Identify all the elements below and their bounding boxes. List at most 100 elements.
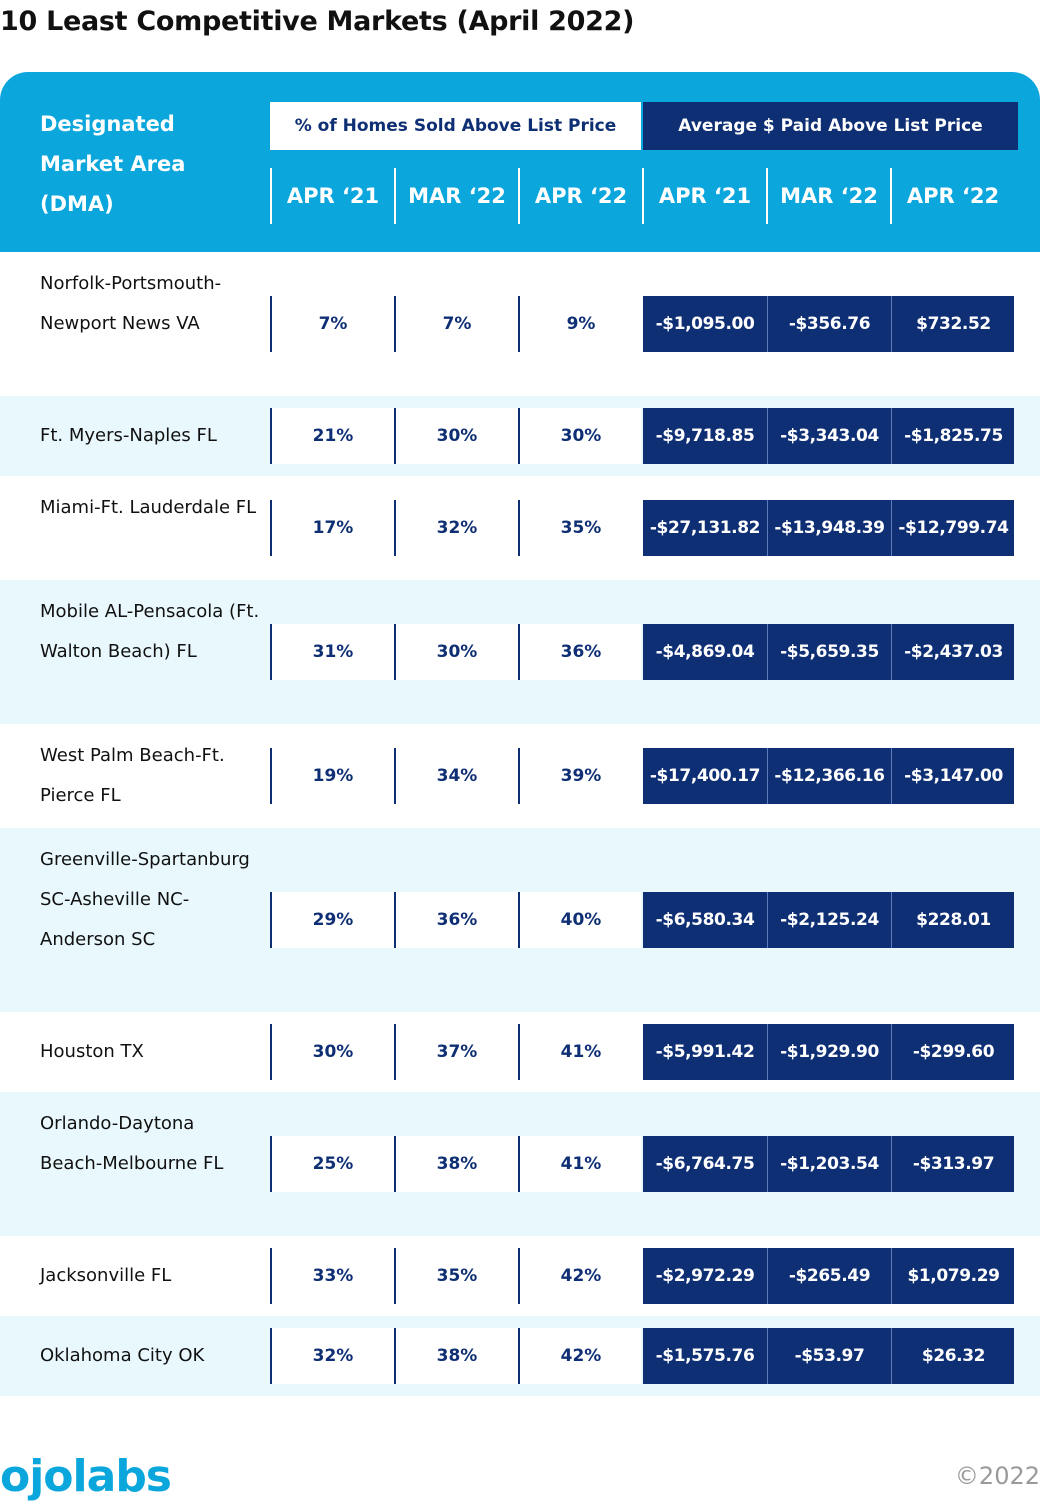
pct-cell: 7%: [270, 296, 394, 352]
pct-cell: 38%: [394, 1328, 518, 1384]
copyright-text: ©2022: [954, 1462, 1040, 1490]
pct-cell: 30%: [394, 624, 518, 680]
pct-cell: 9%: [518, 296, 642, 352]
avg-paid-cell: -$3,147.00: [891, 748, 1015, 804]
pct-cell: 29%: [270, 892, 394, 948]
avg-paid-cell: -$12,799.74: [891, 500, 1015, 556]
ojolabs-logo: ojolabs: [0, 1451, 172, 1502]
table-row: Oklahoma City OK 32% 38% 42% -$1,575.76 -$53.…: [0, 1316, 1040, 1396]
pct-cell: 35%: [394, 1248, 518, 1304]
table-row: Greenville-Spartanburg SC-Asheville NC-A…: [0, 828, 1040, 1012]
pct-sold-above-cells: 7% 7% 9%: [270, 296, 641, 352]
group-header-avg-paid-above: Average $ Paid Above List Price: [643, 102, 1018, 150]
dma-column-header: Designated Market Area (DMA): [40, 112, 186, 216]
pct-cell: 32%: [394, 500, 518, 556]
table-row: Mobile AL-Pensacola (Ft. Walton Beach) F…: [0, 580, 1040, 724]
avg-paid-cell: -$2,972.29: [655, 1266, 755, 1286]
pct-sold-above-cells: 19% 34% 39%: [270, 748, 641, 804]
pct-sold-above-cells: 31% 30% 36%: [270, 624, 641, 680]
dma-name: Orlando-Daytona Beach-Melbourne FL: [40, 1113, 224, 1174]
avg-paid-above-cells: -$2,972.29 -$265.49 $1,079.29: [643, 1248, 1014, 1304]
avg-paid-above-cells: -$1,575.76 -$53.97 $26.32: [643, 1328, 1014, 1384]
dma-name: Oklahoma City OK: [40, 1345, 205, 1366]
avg-paid-cell: -$4,869.04: [655, 642, 755, 662]
pct-cell: 38%: [394, 1136, 518, 1192]
avg-paid-cell: $26.32: [891, 1328, 1015, 1384]
pct-cell: 19%: [270, 748, 394, 804]
avg-paid-cell: -$1,203.54: [767, 1136, 891, 1192]
avg-paid-above-cells: -$1,095.00 -$356.76 $732.52: [643, 296, 1014, 352]
table-row: Jacksonville FL 33% 35% 42% -$2,972.29 -$265.…: [0, 1236, 1040, 1316]
avg-paid-cell: -$13,948.39: [767, 500, 891, 556]
avg-paid-above-cells: -$4,869.04 -$5,659.35 -$2,437.03: [643, 624, 1014, 680]
table-row: West Palm Beach-Ft. Pierce FL 19% 34% 39% -$…: [0, 724, 1040, 828]
dma-name: Greenville-Spartanburg SC-Asheville NC-A…: [40, 849, 250, 950]
pct-cell: 7%: [394, 296, 518, 352]
pct-cell: 30%: [394, 408, 518, 464]
pct-sold-above-cells: 30% 37% 41%: [270, 1024, 641, 1080]
pct-cell: 39%: [518, 748, 642, 804]
avg-paid-cell: -$6,764.75: [655, 1154, 755, 1174]
pct-cell: 33%: [270, 1248, 394, 1304]
dma-name: West Palm Beach-Ft. Pierce FL: [40, 745, 225, 806]
avg-paid-cell: -$356.76: [767, 296, 891, 352]
pct-sold-above-cells: 17% 32% 35%: [270, 500, 641, 556]
pct-cell: 32%: [270, 1328, 394, 1384]
avg-paid-cell: -$5,659.35: [767, 624, 891, 680]
pct-cell: 42%: [518, 1328, 642, 1384]
dma-name: Miami-Ft. Lauderdale FL: [40, 497, 257, 518]
pct-cell: 34%: [394, 748, 518, 804]
pct-sold-above-cells: 25% 38% 41%: [270, 1136, 641, 1192]
col-header-pct-apr21: APR ‘21: [270, 168, 394, 224]
avg-paid-cell: -$12,366.16: [767, 748, 891, 804]
table-header: Designated Market Area (DMA) % of Homes …: [0, 72, 1040, 252]
avg-paid-cell: -$1,929.90: [767, 1024, 891, 1080]
avg-paid-above-cells: -$17,400.17 -$12,366.16 -$3,147.00: [643, 748, 1014, 804]
table-row: Miami-Ft. Lauderdale FL 17% 32% 35% -$27,131…: [0, 476, 1040, 580]
avg-paid-cell: -$2,125.24: [767, 892, 891, 948]
col-header-avg-mar22: MAR ‘22: [766, 168, 890, 224]
dma-name: Mobile AL-Pensacola (Ft. Walton Beach) F…: [40, 601, 260, 662]
pct-cell: 41%: [518, 1136, 642, 1192]
avg-paid-cell: -$9,718.85: [655, 426, 755, 446]
avg-paid-cell: -$3,343.04: [767, 408, 891, 464]
col-header-avg-apr21: APR ‘21: [642, 168, 766, 224]
table-row: Houston TX 30% 37% 41% -$5,991.42 -$1,929.90-…: [0, 1012, 1040, 1092]
pct-sold-above-cells: 32% 38% 42%: [270, 1328, 641, 1384]
pct-sold-above-cells: 33% 35% 42%: [270, 1248, 641, 1304]
pct-cell: 30%: [270, 1024, 394, 1080]
dma-name: Ft. Myers-Naples FL: [40, 425, 217, 446]
dma-name: Jacksonville FL: [40, 1265, 172, 1286]
avg-paid-above-cells: -$5,991.42 -$1,929.90 -$299.60: [643, 1024, 1014, 1080]
pct-cell: 37%: [394, 1024, 518, 1080]
pct-cell: 21%: [270, 408, 394, 464]
avg-paid-above-cells: -$27,131.82 -$13,948.39 -$12,799.74: [643, 500, 1014, 556]
avg-paid-cell: -$27,131.82: [649, 518, 761, 538]
pct-sold-above-cells: 29% 36% 40%: [270, 892, 641, 948]
pct-cell: 41%: [518, 1024, 642, 1080]
avg-paid-cell: -$313.97: [891, 1136, 1015, 1192]
pct-cell: 30%: [518, 408, 642, 464]
dma-name: Norfolk-Portsmouth-Newport News VA: [40, 273, 222, 334]
avg-paid-cell: -$1,095.00: [655, 314, 755, 334]
pct-cell: 36%: [394, 892, 518, 948]
avg-paid-above-cells: -$6,764.75 -$1,203.54 -$313.97: [643, 1136, 1014, 1192]
table-row: Orlando-Daytona Beach-Melbourne FL 25% 38%…: [0, 1092, 1040, 1236]
col-header-avg-apr22: APR ‘22: [890, 168, 1014, 224]
table-row: Norfolk-Portsmouth-Newport News VA 7% 7% 9%…: [0, 252, 1040, 396]
pct-cell: 17%: [270, 500, 394, 556]
pct-cell: 35%: [518, 500, 642, 556]
avg-paid-cell: -$1,575.76: [655, 1346, 755, 1366]
avg-paid-cell: -$53.97: [767, 1328, 891, 1384]
avg-paid-above-cells: -$9,718.85 -$3,343.04 -$1,825.75: [643, 408, 1014, 464]
page-title: 10 Least Competitive Markets (April 2022…: [0, 6, 635, 37]
avg-paid-cell: $732.52: [891, 296, 1015, 352]
col-header-pct-apr22: APR ‘22: [518, 168, 642, 224]
avg-paid-cell: $228.01: [891, 892, 1015, 948]
group-header-pct-sold-above: % of Homes Sold Above List Price: [270, 102, 641, 150]
avg-paid-above-cells: -$6,580.34 -$2,125.24 $228.01: [643, 892, 1014, 948]
pct-cell: 42%: [518, 1248, 642, 1304]
avg-paid-cell: -$6,580.34: [655, 910, 755, 930]
avg-paid-cell: -$265.49: [767, 1248, 891, 1304]
avg-paid-cell: $1,079.29: [891, 1248, 1015, 1304]
